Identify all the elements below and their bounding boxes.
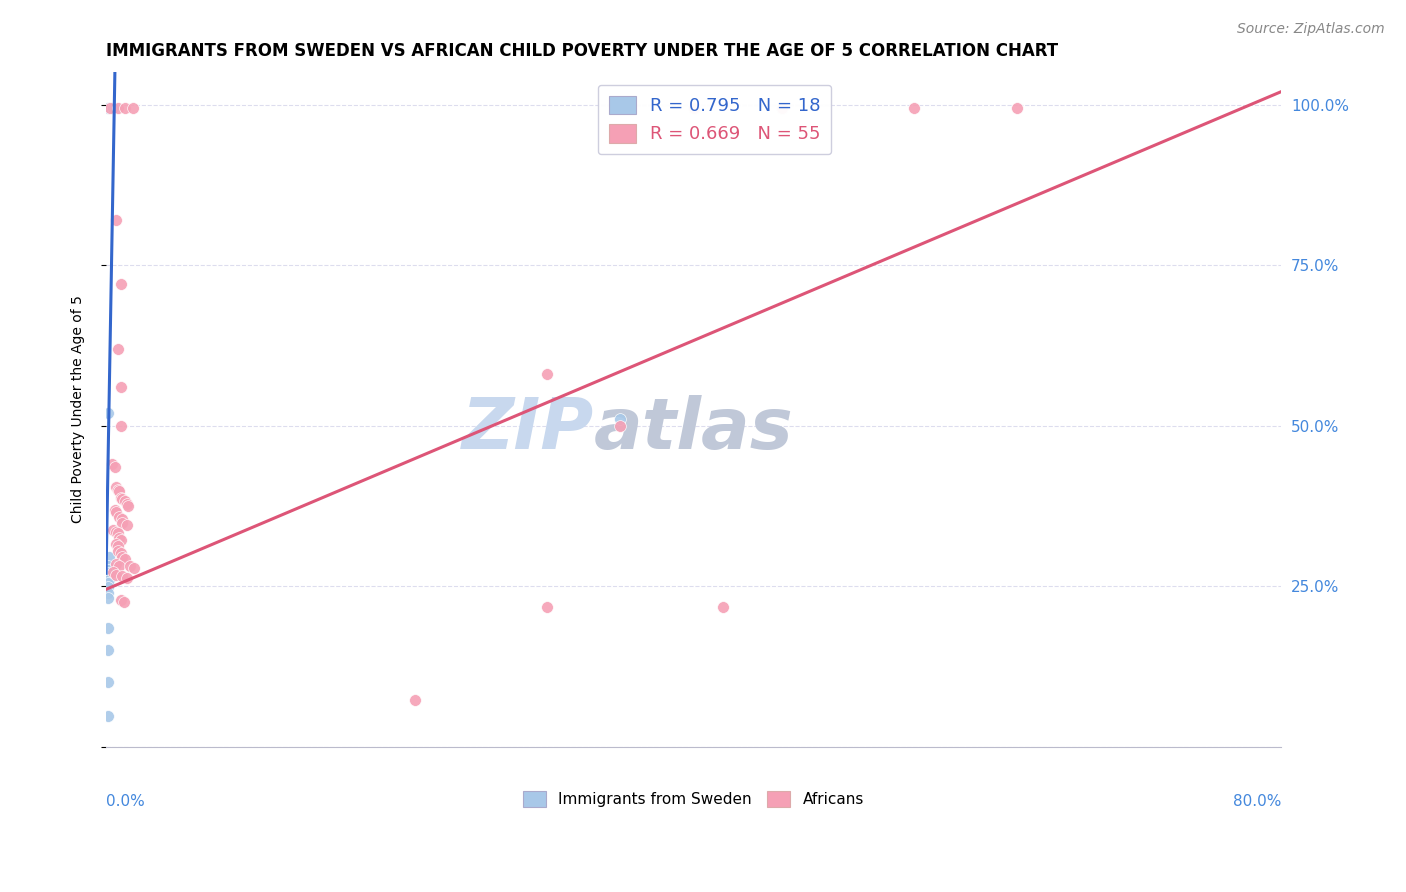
Point <box>96 101 118 115</box>
Legend: Immigrants from Sweden, Africans: Immigrants from Sweden, Africans <box>517 785 870 814</box>
Point <box>103 565 125 579</box>
Point <box>536 599 558 614</box>
Point <box>114 552 136 566</box>
Point <box>115 518 138 533</box>
Point <box>96 569 118 583</box>
Point <box>1005 101 1028 115</box>
Point <box>115 571 138 585</box>
Point <box>104 503 127 517</box>
Point <box>111 569 134 583</box>
Point <box>111 550 134 565</box>
Text: 80.0%: 80.0% <box>1233 794 1281 809</box>
Point <box>96 581 118 595</box>
Point <box>770 101 793 115</box>
Point <box>110 533 132 547</box>
Point <box>103 101 125 115</box>
Point <box>96 643 118 657</box>
Point <box>114 494 136 508</box>
Point <box>96 563 118 577</box>
Point <box>96 621 118 635</box>
Point <box>96 591 118 605</box>
Point <box>110 491 132 505</box>
Y-axis label: Child Poverty Under the Age of 5: Child Poverty Under the Age of 5 <box>72 295 86 524</box>
Point <box>101 457 124 471</box>
Point <box>536 368 558 382</box>
Point <box>110 593 132 607</box>
Point <box>104 460 127 475</box>
Point <box>96 558 118 573</box>
Point <box>96 406 118 420</box>
Point <box>98 550 121 565</box>
Point <box>111 516 134 531</box>
Point <box>682 101 704 115</box>
Text: IMMIGRANTS FROM SWEDEN VS AFRICAN CHILD POVERTY UNDER THE AGE OF 5 CORRELATION C: IMMIGRANTS FROM SWEDEN VS AFRICAN CHILD … <box>105 42 1059 60</box>
Point <box>108 484 131 499</box>
Point <box>711 599 734 614</box>
Point <box>115 497 138 511</box>
Text: ZIP: ZIP <box>461 395 593 464</box>
Point <box>110 277 132 292</box>
Point <box>105 480 128 494</box>
Point <box>96 675 118 690</box>
Point <box>103 523 125 537</box>
Point <box>609 418 631 433</box>
Point <box>96 708 118 723</box>
Point <box>110 418 132 433</box>
Point <box>107 101 129 115</box>
Point <box>112 595 135 609</box>
Point <box>96 575 118 590</box>
Point <box>107 543 129 558</box>
Point <box>105 505 128 519</box>
Point <box>117 499 139 513</box>
Point <box>111 492 134 507</box>
Point <box>105 567 128 582</box>
Text: atlas: atlas <box>593 395 793 464</box>
Point <box>96 566 118 581</box>
Point <box>118 558 141 573</box>
Point <box>107 342 129 356</box>
Point <box>105 524 128 539</box>
Text: Source: ZipAtlas.com: Source: ZipAtlas.com <box>1237 22 1385 37</box>
Point <box>404 693 426 707</box>
Point <box>108 509 131 524</box>
Point <box>107 526 129 541</box>
Point <box>107 539 129 553</box>
Point <box>107 483 129 497</box>
Point <box>108 558 131 573</box>
Point <box>108 531 131 545</box>
Point <box>110 380 132 394</box>
Point <box>110 546 132 560</box>
Point <box>105 557 128 571</box>
Point <box>903 101 925 115</box>
Point <box>105 213 128 227</box>
Point <box>121 101 143 115</box>
Point <box>98 573 121 587</box>
Point <box>105 537 128 551</box>
Point <box>111 511 134 525</box>
Point <box>96 585 118 599</box>
Point <box>100 101 122 115</box>
Point <box>122 561 145 575</box>
Text: 0.0%: 0.0% <box>105 794 145 809</box>
Point <box>114 101 136 115</box>
Point <box>609 412 631 426</box>
